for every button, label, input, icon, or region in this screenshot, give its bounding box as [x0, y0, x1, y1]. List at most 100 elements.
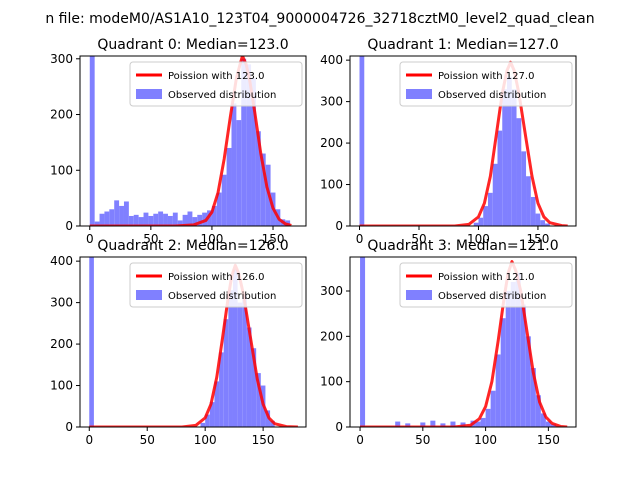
histogram-bar	[192, 217, 198, 226]
subplot-title: Quadrant 3: Median=121.0	[367, 238, 558, 254]
plot-area	[89, 257, 298, 427]
histogram-bar	[540, 413, 546, 427]
legend-label-observed: Observed distribution	[438, 291, 546, 302]
histogram-bar	[211, 205, 217, 226]
histogram-bar	[395, 421, 401, 427]
histogram-bar	[405, 423, 411, 427]
subplot-grid: Quadrant 0: Median=123.0 0 50 100 150 0 100 200…	[50, 37, 577, 447]
y-tick-label: 300	[320, 284, 343, 298]
histogram-bar	[480, 417, 486, 427]
legend-bar-swatch	[136, 290, 162, 300]
histogram-bar	[535, 395, 541, 427]
axes-frame	[349, 55, 577, 227]
x-tick-label: 150	[262, 232, 285, 246]
x-tick-label: 50	[411, 232, 426, 246]
histogram-bar	[228, 290, 233, 427]
poisson-line	[360, 260, 568, 427]
histogram-bar	[485, 408, 491, 427]
histogram-bar	[360, 257, 366, 427]
histogram-bar	[200, 422, 206, 427]
histogram-bar	[430, 420, 436, 427]
histogram-bar	[205, 414, 210, 427]
histogram-bar	[530, 368, 536, 427]
subplot-quadrant-1: Quadrant 1: Median=127.0 0 50 100 150 0 100 200…	[320, 37, 577, 246]
x-tick-label: 100	[467, 232, 490, 246]
histogram-bar	[492, 163, 498, 226]
legend-label-poisson: Poission with 127.0	[438, 71, 534, 82]
histogram-bar	[237, 302, 243, 427]
histogram-bar	[440, 423, 446, 427]
plot-area	[360, 257, 568, 427]
histogram-bar	[359, 56, 365, 226]
y-tick-label: 0	[335, 420, 343, 434]
histogram-bar	[123, 201, 129, 226]
legend-bar-swatch	[136, 89, 162, 99]
histogram-bar	[148, 215, 154, 226]
y-tick-label: 300	[50, 296, 73, 310]
x-tick-label: 50	[143, 232, 158, 246]
legend-frame	[129, 61, 303, 107]
histogram-bar	[167, 215, 173, 226]
y-tick-label: 300	[50, 52, 73, 66]
histogram-bar	[99, 213, 105, 226]
histogram-bar	[209, 402, 215, 427]
y-tick-label: 200	[320, 136, 343, 150]
y-tick-label: 0	[335, 219, 343, 233]
histogram-bar	[525, 336, 531, 427]
y-tick-label: 400	[50, 254, 73, 268]
histogram-bar	[516, 118, 522, 226]
histogram-bar	[231, 103, 237, 226]
histogram-bar	[223, 319, 229, 427]
subplot-quadrant-0: Quadrant 0: Median=123.0 0 50 100 150 0 100 200…	[50, 37, 307, 246]
histogram-bar	[270, 420, 275, 427]
histogram-bar	[251, 348, 257, 427]
histogram-bar	[216, 192, 222, 226]
histogram-bar	[89, 257, 94, 427]
x-tick-label: 0	[86, 232, 94, 246]
y-tick-label: 200	[50, 337, 73, 351]
histogram-bar	[128, 215, 134, 226]
histogram-bar	[197, 214, 203, 226]
legend-label-observed: Observed distribution	[168, 291, 276, 302]
histogram-bar	[520, 304, 526, 427]
histogram-bar	[109, 209, 115, 226]
axes-frame	[79, 256, 307, 428]
histogram-bar	[138, 217, 144, 226]
histogram-bar	[246, 327, 252, 427]
y-tick-label: 100	[50, 163, 73, 177]
histogram-bar	[207, 210, 212, 226]
x-tick-label: 0	[356, 433, 364, 447]
poisson-line	[89, 56, 292, 226]
histogram-bar	[526, 176, 531, 226]
x-tick-label: 150	[252, 433, 275, 447]
histogram-bar	[226, 147, 232, 226]
legend-frame	[129, 262, 303, 308]
y-tick-label: 100	[320, 375, 343, 389]
histogram-bar	[521, 151, 527, 226]
legend-label-poisson: Poission with 123.0	[168, 71, 264, 82]
histogram-bar	[172, 212, 178, 226]
histogram-bar	[104, 211, 110, 226]
subplot-quadrant-3: Quadrant 3: Median=121.0 0 50 100 150 0 100 200…	[320, 238, 577, 447]
histogram-bar	[495, 354, 501, 427]
histogram-bar	[246, 64, 252, 226]
x-tick-label: 100	[194, 433, 217, 447]
histogram-bar	[545, 421, 551, 427]
legend: Poission with 123.0 Observed distribution	[129, 61, 303, 107]
legend-frame	[399, 262, 573, 308]
histogram-bar	[177, 220, 183, 226]
y-tick-label: 100	[320, 178, 343, 192]
x-tick-label: 0	[85, 433, 93, 447]
histogram-bar	[545, 223, 550, 226]
histogram-bar	[214, 381, 220, 427]
legend-label-poisson: Poission with 126.0	[168, 272, 264, 283]
histogram-bar	[163, 213, 168, 226]
legend-label-observed: Observed distribution	[438, 90, 546, 101]
histogram-bar	[133, 214, 139, 226]
y-tick-label: 400	[320, 53, 343, 67]
x-tick-label: 0	[356, 232, 364, 246]
histogram-bar	[490, 390, 496, 427]
legend-bar-swatch	[406, 290, 432, 300]
histogram-bar	[182, 214, 188, 226]
subplot-title: Quadrant 2: Median=126.0	[97, 238, 288, 254]
